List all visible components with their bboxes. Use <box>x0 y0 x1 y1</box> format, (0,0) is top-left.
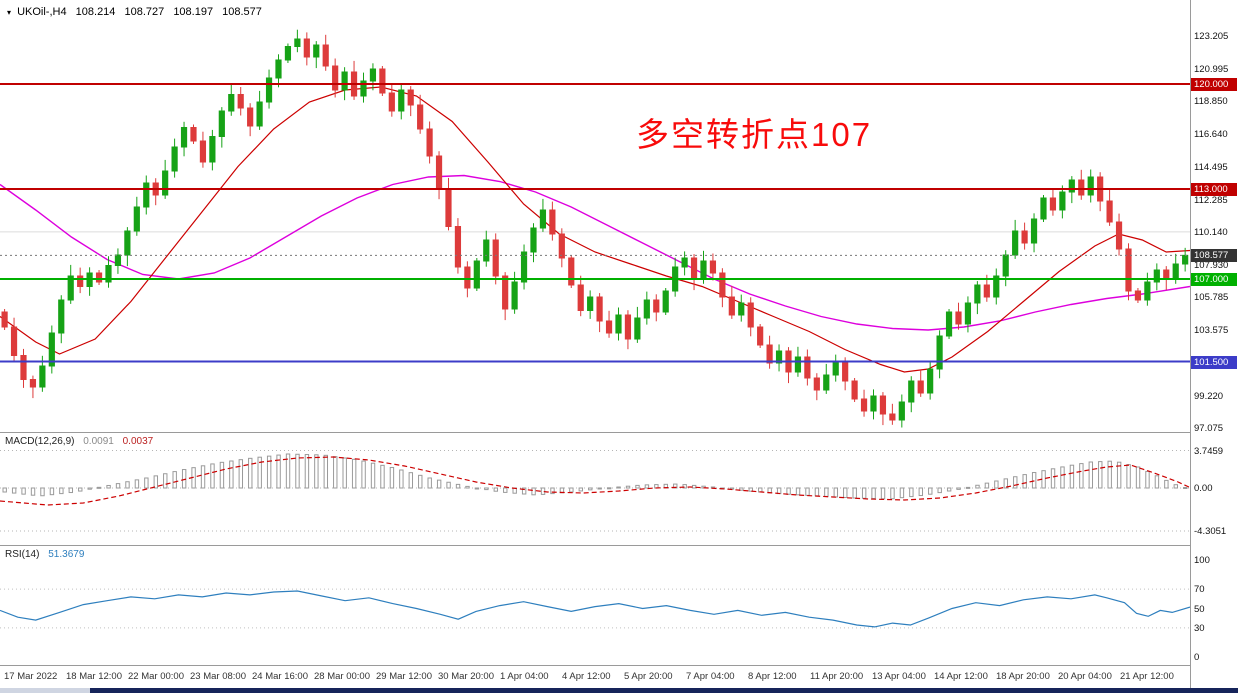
axis-label: 112.285 <box>1194 194 1228 206</box>
price-level-badge: 108.577 <box>1191 249 1237 263</box>
axis-label: 110.140 <box>1194 226 1228 238</box>
price-level-badge: 120.000 <box>1191 78 1237 91</box>
legend-low-value: 108.197 <box>173 6 214 18</box>
time-axis-label: 17 Mar 2022 <box>4 671 58 682</box>
axis-label: 50 <box>1194 603 1205 615</box>
axis-label: 3.7459 <box>1194 445 1224 457</box>
time-axis-label: 22 Mar 00:00 <box>128 671 184 682</box>
panel-separator[interactable] <box>0 432 1238 433</box>
time-axis-label: 14 Apr 12:00 <box>934 671 988 682</box>
axis-label: 70 <box>1194 584 1205 596</box>
taskbar[interactable] <box>0 688 1238 693</box>
macd-indicator-area[interactable] <box>0 432 1190 545</box>
price-level-badge: 113.000 <box>1191 183 1237 196</box>
chart-dropdown-icon[interactable]: ▾ <box>7 8 12 17</box>
rsi-value: 51.3679 <box>48 549 85 560</box>
time-axis-label: 8 Apr 12:00 <box>748 671 797 682</box>
time-axis-label: 18 Mar 12:00 <box>66 671 122 682</box>
hlines-group <box>0 83 1190 363</box>
text-annotation: 多空转折点107 <box>636 116 873 153</box>
time-axis-label: 30 Mar 20:00 <box>438 671 494 682</box>
rsi-name: RSI(14) <box>5 549 40 560</box>
panel-separator[interactable] <box>0 545 1238 546</box>
time-axis-label: 4 Apr 12:00 <box>562 671 611 682</box>
taskbar-start-segment[interactable] <box>0 688 90 693</box>
legend-open-value: 108.214 <box>75 6 116 18</box>
time-axis-label: 1 Apr 04:00 <box>500 671 549 682</box>
macd-signal-value: 0.0037 <box>122 436 154 447</box>
legend-high-value: 108.727 <box>124 6 165 18</box>
axis-label: 105.785 <box>1194 292 1229 304</box>
candles-group <box>1 29 1189 428</box>
axis-label: 99.220 <box>1194 390 1224 402</box>
scale-separator <box>1190 0 1191 688</box>
time-axis-label: 29 Mar 12:00 <box>376 671 432 682</box>
time-axis-label: 7 Apr 04:00 <box>686 671 735 682</box>
legend-close-value: 108.577 <box>222 6 262 18</box>
time-axis-label: 28 Mar 00:00 <box>314 671 370 682</box>
ma-slow-line <box>0 174 1190 331</box>
time-axis-label: 21 Apr 12:00 <box>1120 671 1174 682</box>
axis-label: 114.495 <box>1194 161 1228 173</box>
axis-label: 0.00 <box>1194 483 1213 494</box>
time-axis-label: 23 Mar 08:00 <box>190 671 246 682</box>
price-scale[interactable]: 123.205 120.995 118.850 116.640 114.495 112.2… <box>1191 0 1238 688</box>
axis-label: 30 <box>1194 622 1205 634</box>
axis-label: 118.850 <box>1194 96 1228 108</box>
axis-label: 116.640 <box>1194 129 1228 141</box>
ma-fast-line <box>0 86 1190 373</box>
time-axis-label: 5 Apr 20:00 <box>624 671 673 682</box>
rsi-indicator-area[interactable] <box>0 545 1190 665</box>
axis-label: 120.995 <box>1194 64 1229 76</box>
axis-label: 100 <box>1194 555 1210 566</box>
macd-signal-line <box>0 456 1190 506</box>
macd-main-value: 0.0091 <box>83 436 114 447</box>
axis-label: -4.3051 <box>1194 526 1227 538</box>
price-level-badge: 101.500 <box>1191 355 1237 369</box>
time-axis-label: 13 Apr 04:00 <box>872 671 926 682</box>
time-axis-label: 24 Mar 16:00 <box>252 671 308 682</box>
axis-label: 97.075 <box>1194 422 1224 434</box>
time-axis-label: 11 Apr 20:00 <box>810 671 864 682</box>
time-axis-label: 18 Apr 20:00 <box>996 671 1050 682</box>
price-level-badge: 107.000 <box>1191 273 1237 286</box>
panel-separator <box>0 665 1238 666</box>
time-axis[interactable]: 17 Mar 2022 18 Mar 12:00 22 Mar 00:00 23 Ma… <box>0 666 1190 688</box>
rsi-label: RSI(14) 51.3679 <box>5 549 90 560</box>
axis-label: 107.930 <box>1194 260 1229 272</box>
chart-legend: ▾ UKOil-,H4 108.214 108.727 108.197 108.… <box>7 6 268 18</box>
axis-label: 0 <box>1194 652 1200 663</box>
axis-label: 103.575 <box>1194 325 1229 337</box>
axis-label: 123.205 <box>1194 30 1229 42</box>
macd-name: MACD(12,26,9) <box>5 436 75 447</box>
time-axis-label: 20 Apr 04:00 <box>1058 671 1112 682</box>
symbol-period-label: UKOil-,H4 <box>17 6 67 18</box>
price-chart-area[interactable] <box>0 0 1190 432</box>
macd-label: MACD(12,26,9) 0.0091 0.0037 <box>5 436 159 447</box>
rsi-line <box>0 590 1190 628</box>
